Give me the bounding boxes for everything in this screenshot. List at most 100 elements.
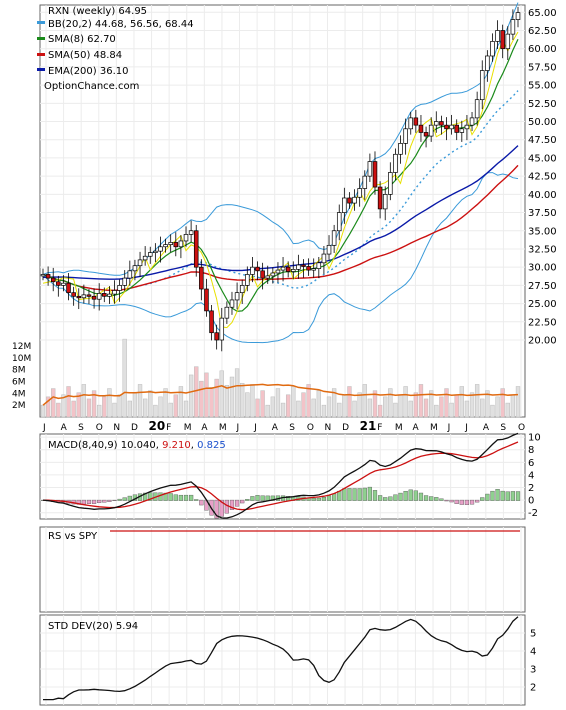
x-tick-label: J [464,423,468,433]
price-layer [40,2,521,352]
macd-tick-label: 0 [528,496,534,507]
price-tick-label: 25.00 [528,299,557,310]
volume-tick-label: 4M [12,389,26,399]
volume-bar [194,366,199,418]
macd-histogram-bar [510,491,516,501]
legend-swatch-ema200 [37,68,45,71]
volume-bar [265,404,270,418]
candle-body [224,306,230,319]
volume-tick-label: 2M [12,401,26,411]
volume-bar [127,400,132,418]
rs-panel-frame [39,526,526,613]
volume-bar [137,384,143,418]
price-tick-label: 30.00 [528,263,557,274]
candle-body [336,212,342,232]
macd-histogram-bar [183,494,189,501]
candle-body [357,188,362,198]
candle-body [444,124,449,130]
volume-bar [423,398,429,418]
macd-histogram-bar [480,497,485,501]
stddev-tick-label: 4 [530,647,536,658]
candle-body [204,288,209,312]
macd-histogram-bar [434,497,439,501]
volume-bar [71,400,76,418]
candle-body [449,124,454,130]
candle-body [137,259,143,267]
macd-histogram-bar [449,499,454,503]
macd-histogram-bar [342,488,347,501]
volume-bar [500,388,505,418]
price-tick-label: 42.50 [528,172,557,183]
volume-bar [240,382,245,418]
macd-histogram-bar [372,490,378,501]
x-tick-label: M [184,423,192,433]
volume-bar [255,398,260,418]
macd-histogram-bar [393,494,398,501]
x-tick-label: A [412,423,419,433]
candle-body [132,265,138,272]
volume-bar [495,396,500,418]
macd-histogram-bar [270,495,275,501]
volume-bar [413,392,419,418]
candle-body [347,197,352,204]
volume-bar [352,400,357,418]
candle-body [250,266,255,275]
x-tick-label: A [61,423,68,433]
candle-body [454,124,459,133]
candle-body [306,266,311,271]
volume-bar [168,402,173,418]
volume-bar [377,404,383,418]
volume-bar [245,392,250,418]
macd-histogram-bar [316,497,321,501]
candle-body [469,117,475,126]
candle-body [183,234,189,242]
macd-histogram-bar [168,493,173,501]
volume-bar [434,404,439,418]
macd-histogram-bar [265,495,270,501]
macd-histogram-bar [311,498,316,501]
price-trail-line [42,31,519,329]
macd-histogram-bar [377,495,383,501]
volume-bar [418,384,424,418]
x-tick-label: S [289,423,295,433]
candle-body [173,242,179,248]
macd-histogram-bar [429,496,434,501]
price-tick-label: 55.00 [528,81,557,92]
candle-body [377,186,383,210]
macd-histogram-bar [388,496,393,501]
volume-bar [383,396,388,418]
stddev-title: STD DEV(20) 5.94 [48,621,138,632]
candle-body [485,55,490,71]
candle-body [291,269,296,272]
legend-bb: BB(20,2) 44.68, 56.56, 68.44 [48,19,194,30]
candle-body [96,293,102,300]
macd-histogram-bar [107,499,112,502]
macd-histogram-bar [444,499,449,502]
candle-body [428,124,434,137]
macd-histogram-bar [505,491,510,501]
candle-body [331,230,337,246]
volume-bar [510,394,516,418]
macd-hist-value: 0.825 [197,440,226,451]
stddev-tick-label: 5 [530,629,536,640]
volume-bar [163,388,168,418]
candle-body [434,121,439,126]
macd-histogram-bar [332,493,337,501]
candle-body [500,30,505,50]
legend-sma8: SMA(8) 62.70 [48,34,116,45]
volume-bar [148,390,153,418]
price-tick-label: 27.50 [528,281,557,292]
volume-bar [459,386,464,418]
candle-body [153,250,158,254]
macd-tick-label: 6 [528,458,534,469]
stddev-tick-label: 3 [530,665,536,676]
candle-body [61,282,66,286]
legend-swatch-sma50 [37,53,45,56]
volume-bar [51,388,56,418]
volume-bar [474,384,480,418]
candle-body [178,240,184,248]
candle-body [142,255,148,261]
volume-bar [153,404,158,418]
macd-histogram-bar [362,487,367,501]
volume-bar [224,385,230,418]
